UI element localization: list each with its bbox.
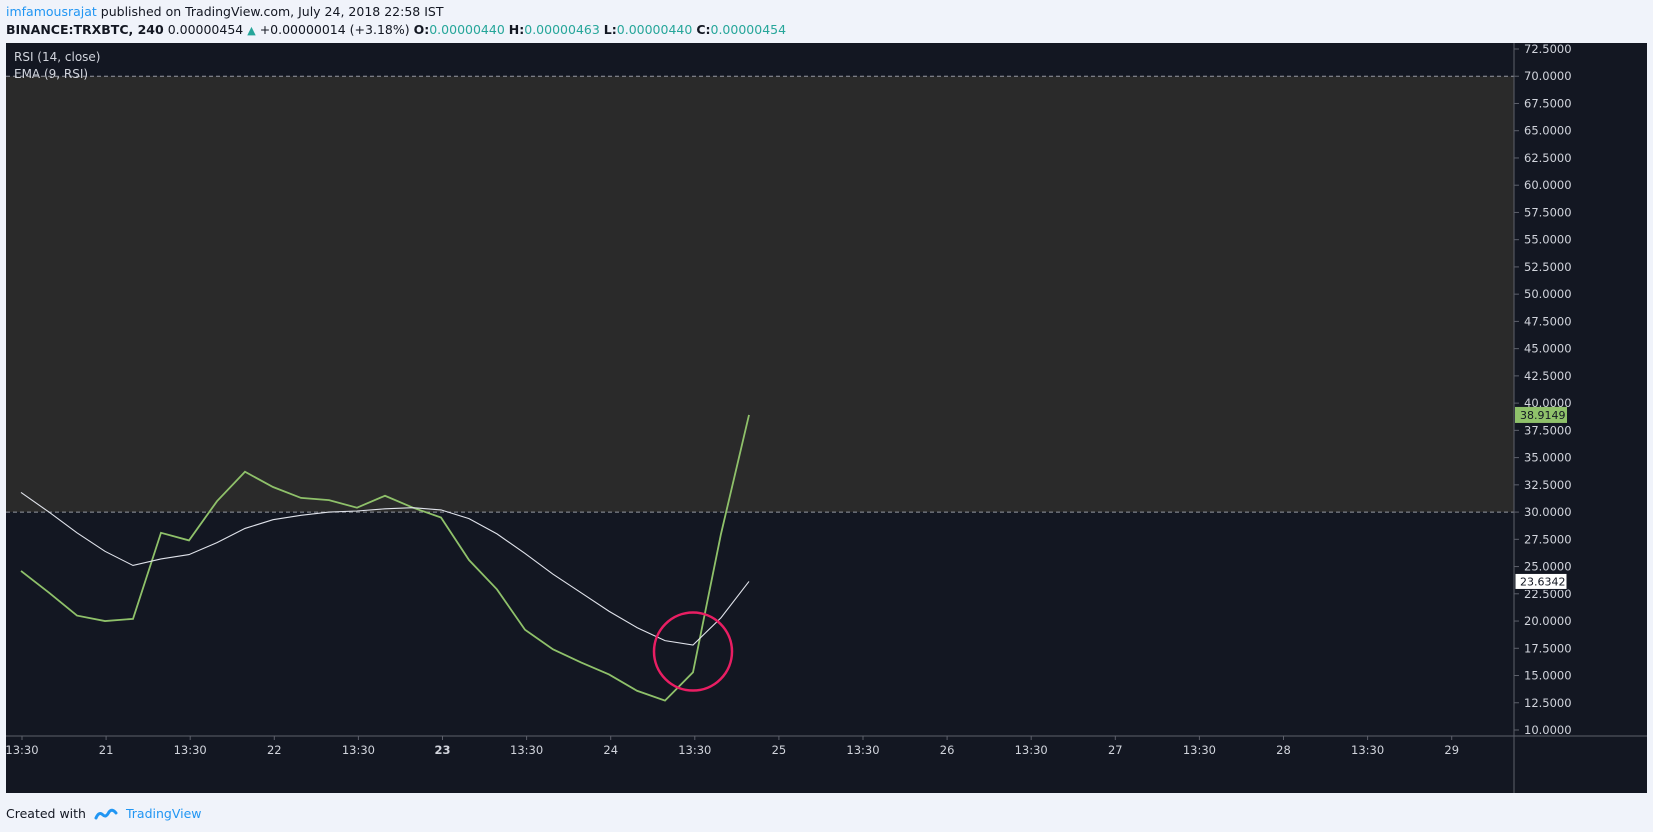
y-tick-label: 22.5000 bbox=[1524, 587, 1572, 601]
last-value-badge bbox=[1514, 572, 1568, 590]
x-tick-label: 13:30 bbox=[174, 743, 207, 757]
y-tick-label: 62.5000 bbox=[1524, 151, 1572, 165]
y-tick-label: 67.5000 bbox=[1524, 96, 1572, 110]
symbol-label: BINANCE:TRXBTC, 240 bbox=[6, 22, 164, 37]
y-tick-label: 15.0000 bbox=[1524, 669, 1572, 683]
y-tick-label: 35.0000 bbox=[1524, 451, 1572, 465]
y-tick-label: 55.0000 bbox=[1524, 233, 1572, 247]
rsi-chart[interactable]: 72.5000 70.0000 67.5000 65.0000 62.5000 60.00… bbox=[5, 42, 1647, 793]
x-tick-label: 29 bbox=[1444, 743, 1459, 757]
highlight-circle bbox=[652, 611, 734, 692]
legend-ema: EMA (9, RSI) bbox=[14, 67, 88, 81]
last-value-badge-text: 23.6342 bbox=[1520, 575, 1566, 588]
x-tick-label: 13:30 bbox=[1183, 743, 1216, 757]
x-tick-label: 13:30 bbox=[342, 743, 375, 757]
y-tick-label: 47.5000 bbox=[1524, 314, 1572, 328]
y-tick-label: 40.0000 bbox=[1524, 396, 1572, 410]
y-tick-label: 70.0000 bbox=[1524, 69, 1572, 83]
published-text: published on TradingView.com, July 24, 2… bbox=[100, 4, 444, 19]
y-tick-label: 20.0000 bbox=[1524, 614, 1572, 628]
y-tick-label: 52.5000 bbox=[1524, 260, 1572, 274]
close-value: 0.00000454 bbox=[710, 22, 787, 37]
y-tick-label: 12.5000 bbox=[1524, 696, 1572, 710]
x-tick-label: 24 bbox=[603, 743, 618, 757]
low-label: L: bbox=[603, 22, 617, 37]
last-value-badge-text: 38.9149 bbox=[1520, 409, 1566, 422]
y-tick-label: 60.0000 bbox=[1524, 178, 1572, 192]
time-axis[interactable]: 13:30 21 13:30 22 13:30 23 13:30 24 13:30 25 13:30… bbox=[5, 736, 1459, 757]
tradingview-logo-icon bbox=[94, 808, 118, 819]
y-tick-label: 10.0000 bbox=[1524, 723, 1572, 737]
x-tick-label: 13:30 bbox=[846, 743, 879, 757]
x-tick-label: 21 bbox=[99, 743, 114, 757]
price-axis[interactable]: 72.5000 70.0000 67.5000 65.0000 62.5000 60.00… bbox=[1514, 42, 1572, 737]
rsi-band-fill bbox=[6, 76, 1514, 513]
x-tick-label: 23 bbox=[434, 743, 450, 757]
x-tick-label: 27 bbox=[1108, 743, 1123, 757]
symbol-info: BINANCE:TRXBTC, 240 0.00000454 ▲ +0.0000… bbox=[6, 22, 786, 37]
up-triangle-icon: ▲ bbox=[247, 24, 256, 37]
legend-rsi: RSI (14, close) bbox=[14, 50, 100, 64]
x-tick-label: 13:30 bbox=[510, 743, 543, 757]
rsi-line bbox=[20, 414, 750, 702]
price-change: +0.00000014 (+3.18%) bbox=[259, 22, 410, 37]
y-tick-label: 42.5000 bbox=[1524, 369, 1572, 383]
publish-info: imfamousrajat published on TradingView.c… bbox=[6, 4, 443, 19]
y-tick-label: 17.5000 bbox=[1524, 641, 1572, 655]
high-value: 0.00000463 bbox=[524, 22, 600, 37]
x-tick-label: 26 bbox=[940, 743, 955, 757]
last-value-badge bbox=[1515, 406, 1567, 423]
footer: Created with TradingView bbox=[6, 806, 202, 821]
x-tick-label: 13:30 bbox=[1015, 743, 1048, 757]
low-value: 0.00000440 bbox=[616, 22, 693, 37]
y-tick-label: 50.0000 bbox=[1524, 287, 1572, 301]
y-tick-label: 57.5000 bbox=[1524, 205, 1572, 219]
y-tick-label: 27.5000 bbox=[1524, 532, 1572, 546]
y-tick-label: 30.0000 bbox=[1524, 505, 1572, 519]
x-tick-label: 25 bbox=[772, 743, 787, 757]
x-tick-label: 13:30 bbox=[6, 743, 39, 757]
y-tick-label: 37.5000 bbox=[1524, 423, 1572, 437]
tradingview-link[interactable]: TradingView bbox=[125, 806, 202, 821]
x-tick-label: 28 bbox=[1276, 743, 1291, 757]
close-label: C: bbox=[696, 22, 711, 37]
author-link[interactable]: imfamousrajat bbox=[6, 4, 97, 19]
last-value-badges: 38.9149 23.6342 bbox=[1514, 406, 1568, 590]
y-tick-label: 32.5000 bbox=[1524, 478, 1572, 492]
ema-line bbox=[20, 492, 750, 646]
x-tick-label: 13:30 bbox=[678, 743, 711, 757]
high-label: H: bbox=[508, 22, 525, 37]
open-label: O: bbox=[413, 22, 430, 37]
y-tick-label: 65.0000 bbox=[1524, 124, 1572, 138]
series-layer bbox=[20, 414, 750, 702]
created-with-text: Created with bbox=[6, 806, 86, 821]
y-tick-label: 72.5000 bbox=[1524, 43, 1572, 56]
x-tick-label: 13:30 bbox=[1351, 743, 1384, 757]
last-price: 0.00000454 bbox=[167, 22, 244, 37]
y-tick-label: 45.0000 bbox=[1524, 342, 1572, 356]
open-value: 0.00000440 bbox=[429, 22, 505, 37]
y-tick-label: 25.0000 bbox=[1524, 560, 1572, 574]
chart-container[interactable]: 72.5000 70.0000 67.5000 65.0000 62.5000 60.00… bbox=[5, 42, 1647, 793]
x-tick-label: 22 bbox=[267, 743, 282, 757]
